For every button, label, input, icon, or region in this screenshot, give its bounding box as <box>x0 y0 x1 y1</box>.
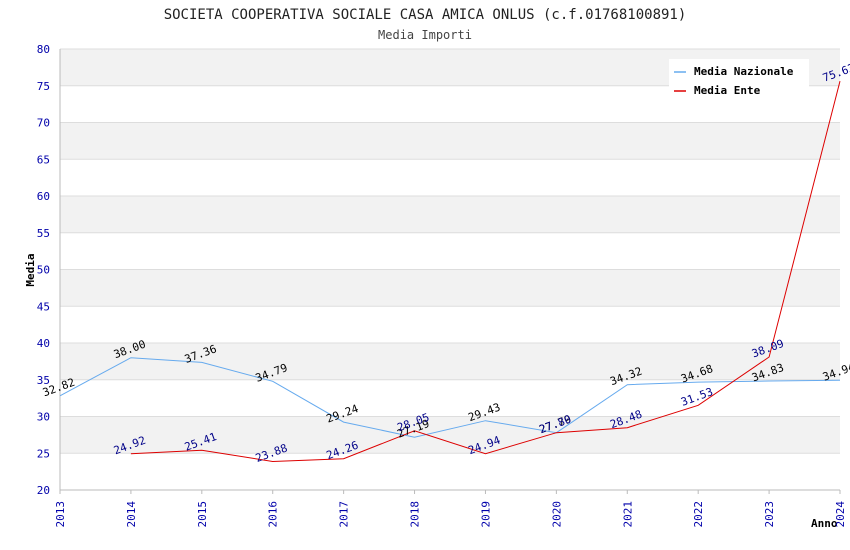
plot-background <box>60 49 840 490</box>
y-tick-label: 40 <box>37 337 50 350</box>
x-tick-label: 2019 <box>479 501 492 528</box>
x-tick-label: 2013 <box>54 501 67 528</box>
legend-label-ente: Media Ente <box>694 84 761 97</box>
chart-title: SOCIETA COOPERATIVA SOCIALE CASA AMICA O… <box>164 7 687 23</box>
x-axis-label: Anno <box>811 517 838 530</box>
x-tick-label: 2022 <box>692 501 705 528</box>
series-line-nazionale <box>59 357 841 438</box>
y-tick-label: 45 <box>37 300 50 313</box>
x-tick-label: 2021 <box>621 501 634 528</box>
y-tick-label: 30 <box>37 411 50 424</box>
plot-band <box>60 232 840 270</box>
chart-subtitle: Media Importi <box>378 28 472 42</box>
y-tick-label: 60 <box>37 190 50 203</box>
y-tick-label: 70 <box>37 117 50 130</box>
legend-label-nazionale: Media Nazionale <box>694 65 794 78</box>
series-lines <box>59 80 841 463</box>
x-tick-labels: 2013 2014 2015 2016 2017 2018 2019 2020 2021 2022… <box>54 501 847 528</box>
y-tick-label: 50 <box>37 264 50 277</box>
x-tick-label: 2015 <box>196 501 209 528</box>
y-tick-label: 80 <box>37 43 50 56</box>
y-tick-labels: 20 25 30 35 40 45 50 55 60 65 70 75 80 <box>37 43 50 497</box>
plot-band <box>60 416 840 454</box>
plot-band <box>60 453 840 490</box>
plot-band <box>60 196 840 233</box>
plot-band <box>60 122 840 160</box>
y-tick-label: 55 <box>37 227 50 240</box>
x-tick-label: 2024 <box>834 501 847 528</box>
y-axis-label: Media <box>24 253 37 286</box>
x-tick-label: 2016 <box>267 501 280 528</box>
plot-band <box>60 159 840 196</box>
legend: Media Nazionale Media Ente <box>669 59 809 99</box>
y-tick-label: 20 <box>37 484 50 497</box>
plot-band <box>60 306 840 343</box>
y-tick-label: 25 <box>37 447 50 460</box>
plot-band <box>60 269 840 307</box>
plot-band <box>60 343 840 380</box>
x-tick-label: 2020 <box>550 501 563 528</box>
y-tick-label: 35 <box>37 374 50 387</box>
x-tick-label: 2023 <box>763 501 776 528</box>
plot-band <box>60 379 840 417</box>
y-tick-label: 75 <box>37 80 50 93</box>
x-tick-label: 2018 <box>409 501 422 528</box>
x-tick-label: 2014 <box>125 501 138 528</box>
legend-box <box>669 59 809 99</box>
x-tick-label: 2017 <box>338 501 351 528</box>
y-tick-label: 65 <box>37 153 50 166</box>
series-line-ente <box>130 80 841 463</box>
